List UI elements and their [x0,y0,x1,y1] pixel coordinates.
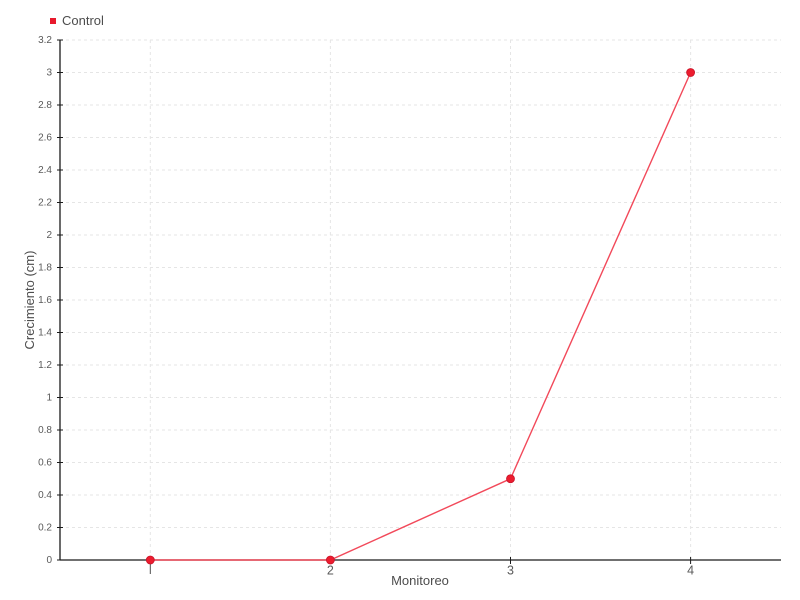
svg-text:0.6: 0.6 [38,458,52,469]
svg-text:1.6: 1.6 [38,295,52,306]
svg-text:2.8: 2.8 [38,100,52,111]
svg-text:2.2: 2.2 [38,198,52,209]
svg-text:1.2: 1.2 [38,360,52,371]
svg-text:2: 2 [327,564,334,578]
svg-text:2.6: 2.6 [38,133,52,144]
svg-text:0.4: 0.4 [38,490,52,501]
svg-text:2.4: 2.4 [38,165,52,176]
svg-text:2: 2 [46,230,52,241]
svg-text:1: 1 [46,393,52,404]
svg-text:0: 0 [46,555,52,566]
svg-text:0.2: 0.2 [38,523,52,534]
svg-text:3.2: 3.2 [38,35,52,46]
svg-text:1.8: 1.8 [38,263,52,274]
svg-text:3: 3 [507,564,514,578]
svg-text:3: 3 [46,68,52,79]
svg-text:4: 4 [687,564,694,578]
svg-text:1.4: 1.4 [38,328,52,339]
svg-text:0.8: 0.8 [38,425,52,436]
